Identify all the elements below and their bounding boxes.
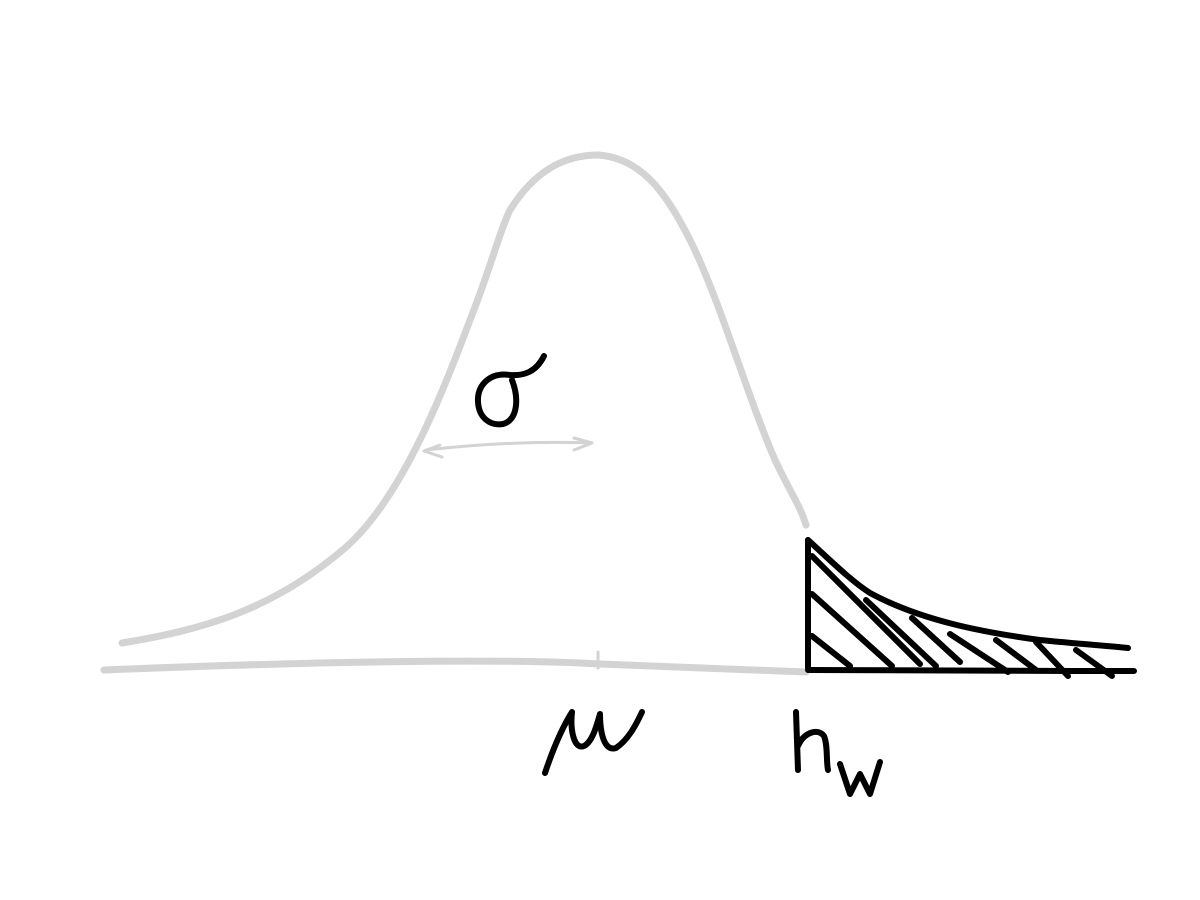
sigma-symbol	[474, 353, 547, 428]
sigma-label: σ	[478, 425, 479, 427]
threshold-symbol	[793, 709, 883, 797]
std-dev-arrow	[422, 436, 594, 459]
mu-symbol	[542, 709, 645, 776]
x-axis	[100, 657, 810, 676]
bell-curve	[118, 151, 810, 647]
threshold-label-sub: w	[840, 793, 841, 795]
upper-tail-region	[805, 537, 1137, 679]
